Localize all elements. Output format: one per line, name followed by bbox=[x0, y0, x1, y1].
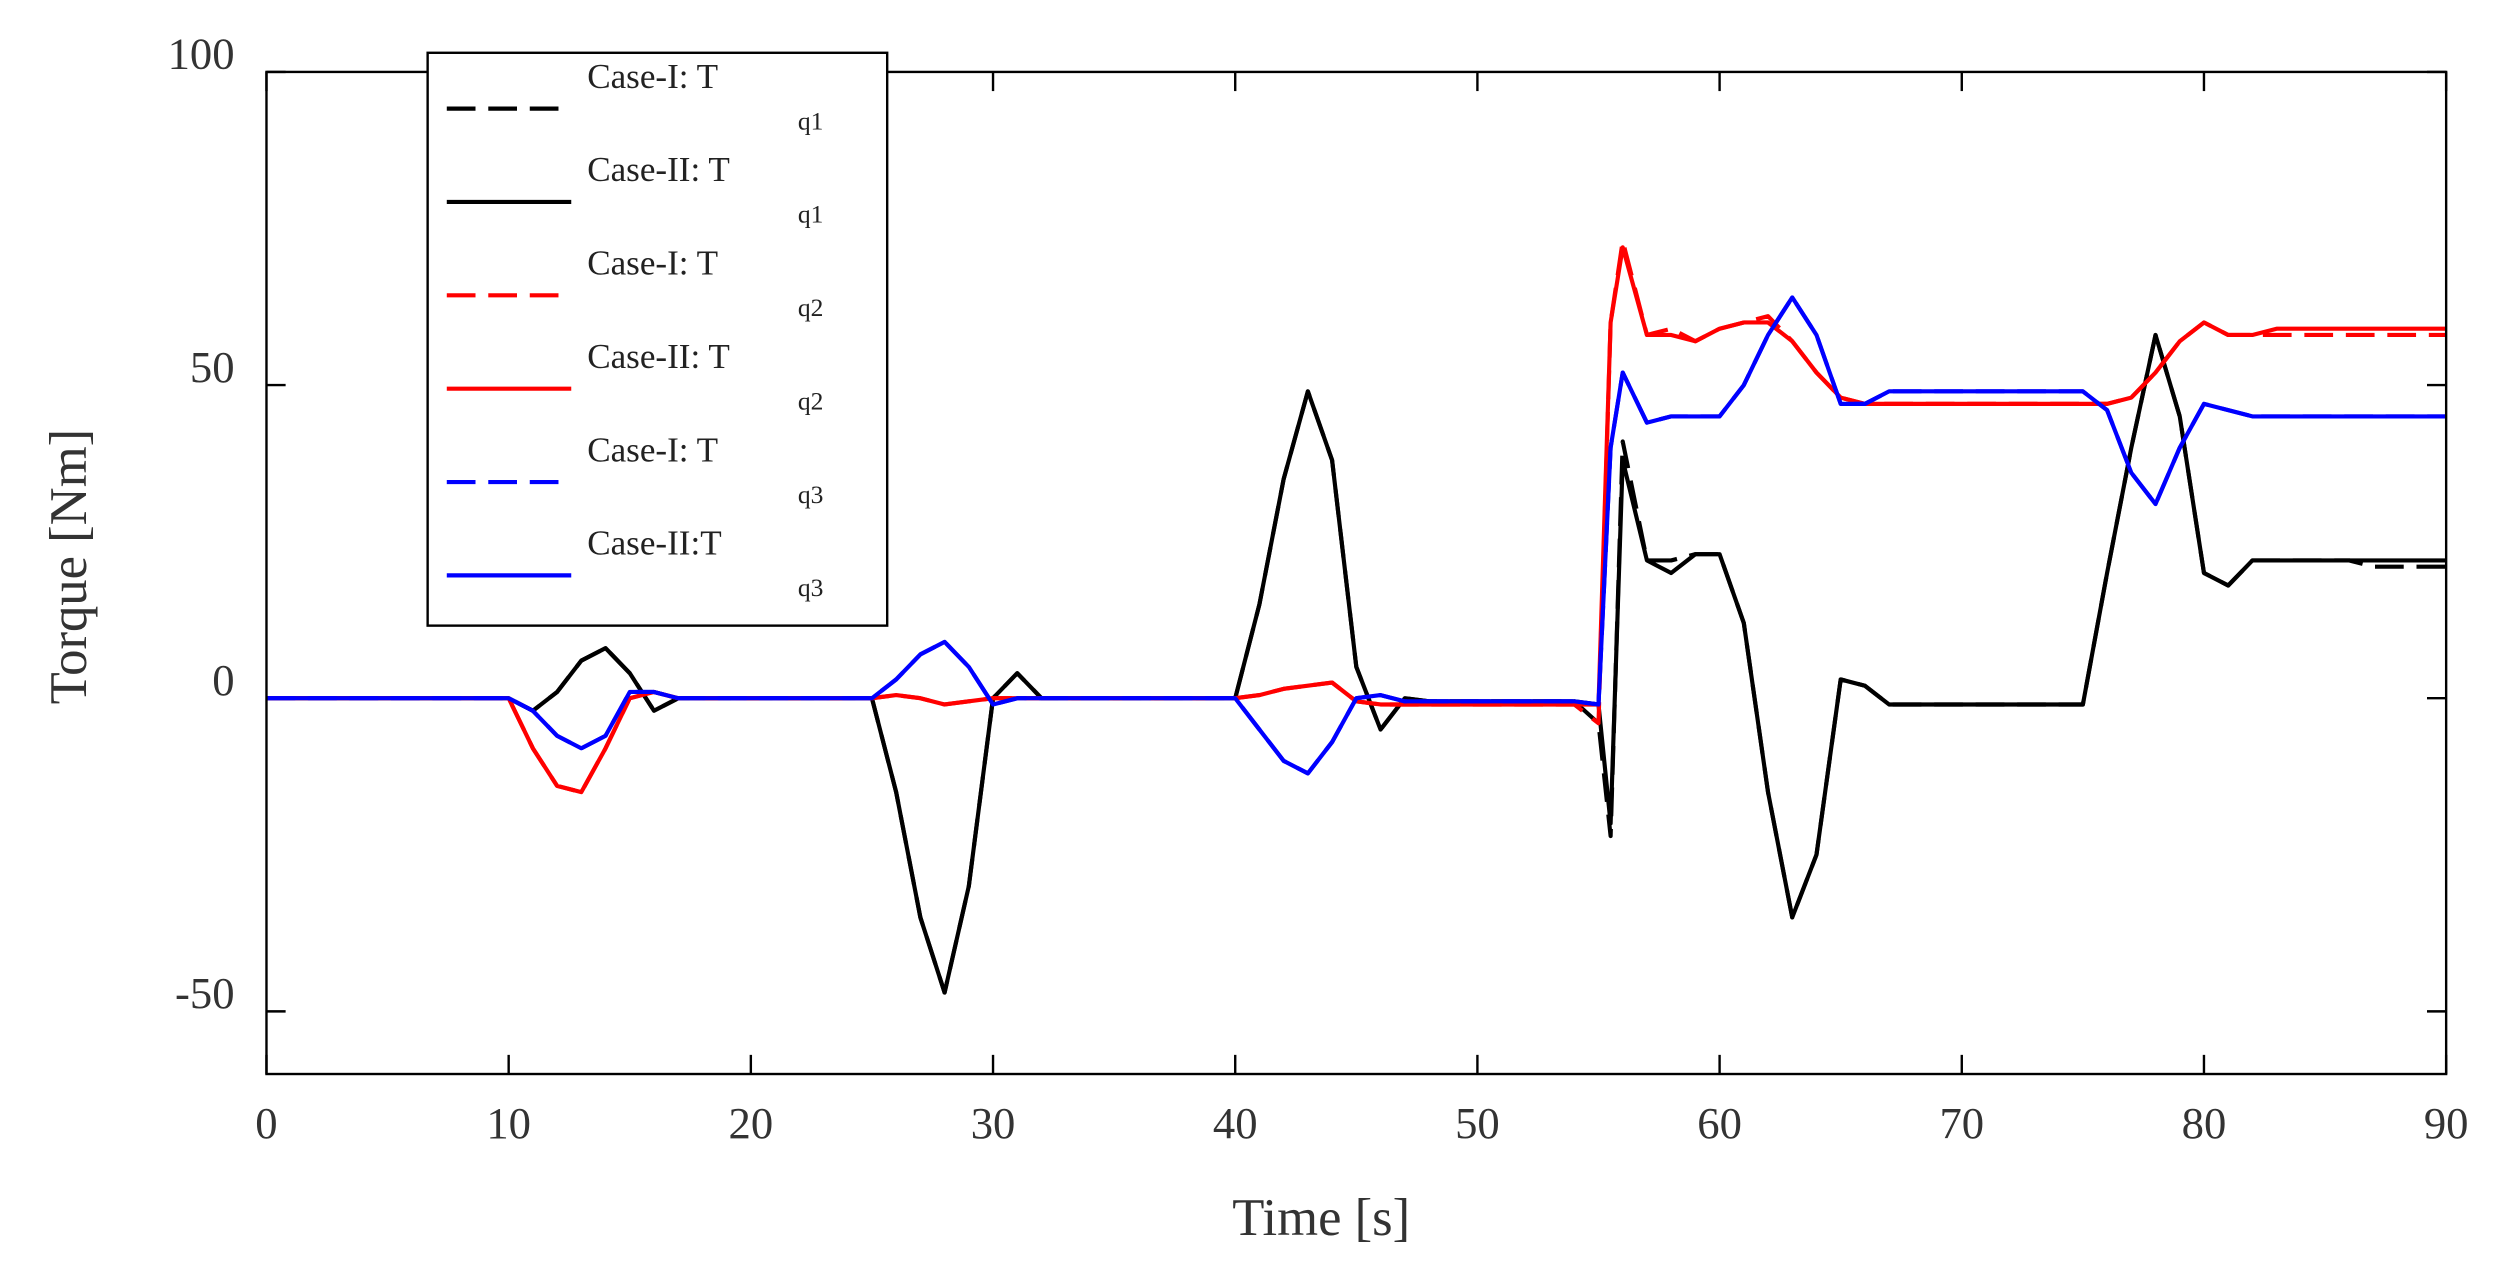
x-tick-label: 0 bbox=[255, 1098, 277, 1148]
legend-label: Case-II: T bbox=[587, 337, 730, 376]
x-tick-label: 30 bbox=[971, 1098, 1016, 1148]
series-line bbox=[266, 245, 2447, 795]
x-tick-label: 90 bbox=[2424, 1098, 2469, 1148]
x-tick-label: 80 bbox=[2182, 1098, 2227, 1148]
legend-label: Case-II:T bbox=[587, 524, 721, 563]
x-tick-label: 40 bbox=[1213, 1098, 1258, 1148]
legend-subscript: q2 bbox=[798, 293, 824, 322]
x-tick-label: 20 bbox=[729, 1098, 774, 1148]
legend-subscript: q1 bbox=[798, 106, 824, 135]
legend-subscript: q2 bbox=[798, 386, 824, 415]
legend-label: Case-I: T bbox=[587, 430, 718, 469]
legend-subscript: q3 bbox=[798, 573, 824, 602]
series-line bbox=[266, 295, 2447, 776]
x-tick-label: 50 bbox=[1455, 1098, 1500, 1148]
plot-frame bbox=[265, 70, 2448, 1076]
legend-subscript: q3 bbox=[798, 480, 824, 509]
x-tick-label: 70 bbox=[1939, 1098, 1984, 1148]
legend-label: Case-I: T bbox=[587, 244, 718, 283]
legend-label: Case-II: T bbox=[587, 150, 730, 189]
legend-subscript: q1 bbox=[798, 200, 824, 229]
y-tick-label: -50 bbox=[175, 968, 235, 1018]
x-tick-label: 10 bbox=[486, 1098, 531, 1148]
y-axis-label: Torque [Nm] bbox=[40, 429, 98, 705]
y-tick-label: 100 bbox=[168, 29, 235, 79]
y-tick-label: 50 bbox=[190, 342, 235, 392]
legend-label: Case-I: T bbox=[587, 57, 718, 96]
y-tick-label: 0 bbox=[212, 655, 234, 705]
x-axis-label: Time [s] bbox=[1232, 1189, 1410, 1247]
legend-box bbox=[426, 51, 889, 627]
x-tick-label: 60 bbox=[1697, 1098, 1742, 1148]
